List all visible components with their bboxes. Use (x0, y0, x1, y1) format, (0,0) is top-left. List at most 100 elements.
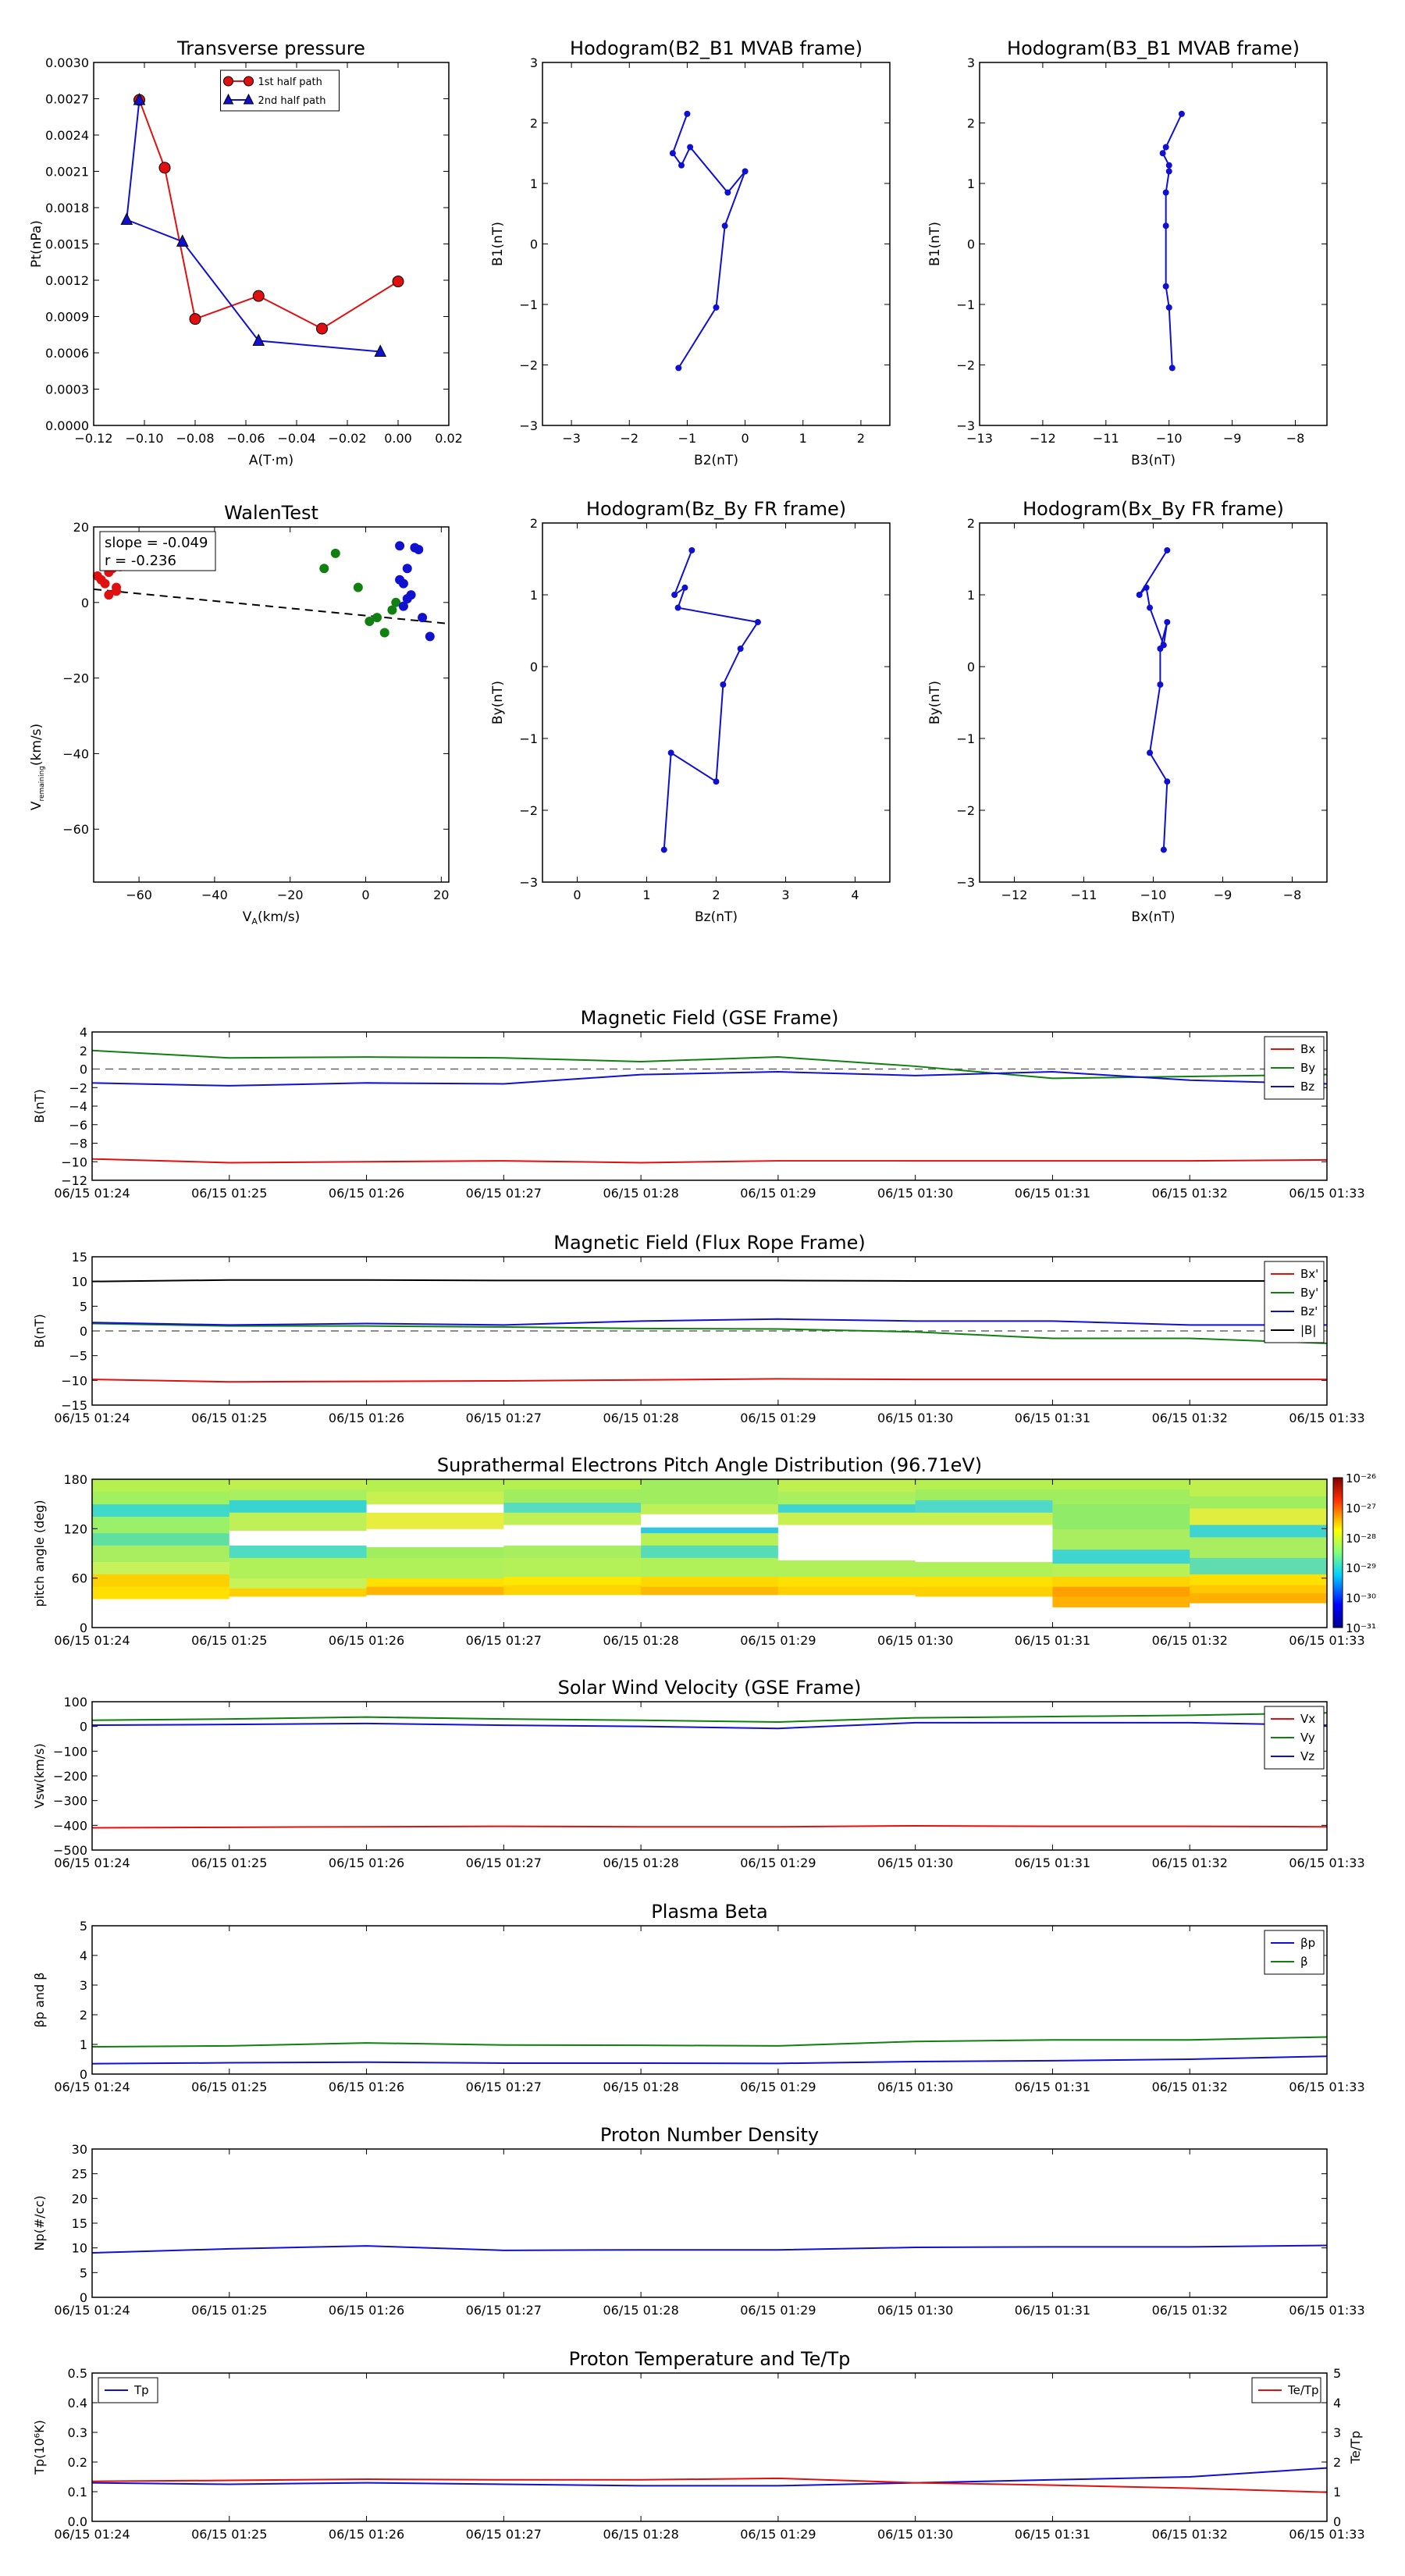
heatmap-cell (915, 1489, 1053, 1500)
data-point (1168, 365, 1176, 372)
y-tick-label: 2 (530, 516, 538, 531)
heatmap-cell (915, 1545, 1053, 1563)
x-tick-label: 06/15 01:31 (1015, 2303, 1090, 2318)
heatmap-cell (92, 1561, 230, 1574)
heatmap-cell (503, 1557, 642, 1578)
heatmap-cell (641, 1503, 779, 1514)
x-tick-label: 06/15 01:28 (603, 1186, 678, 1201)
x-tick-label: 4 (851, 888, 859, 902)
x-tick-label: 06/15 01:28 (603, 2527, 678, 2542)
annotation-text: slope = -0.049 (105, 535, 208, 551)
y-tick-label-right: 2 (1333, 2455, 1341, 2470)
annotation-text: r = -0.236 (105, 553, 176, 569)
series-line-Vy (91, 1712, 1328, 1723)
heatmap-cell (777, 1545, 916, 1560)
heatmap-cell (503, 1585, 642, 1596)
legend-marker (244, 76, 254, 87)
y-tick-label: 2 (80, 1044, 87, 1059)
y-tick-label: 0.0006 (45, 346, 89, 361)
heatmap-cell (641, 1545, 779, 1558)
legend-label: Bz' (1300, 1304, 1318, 1318)
chart-bfr: Magnetic Field (Flux Rope Frame) −15 −10 −5… (32, 1232, 1365, 1425)
y-tick-label-right: 1 (1333, 2485, 1341, 2500)
data-point (721, 222, 728, 229)
x-tick-label: 06/15 01:32 (1152, 1186, 1228, 1201)
x-tick-label: 06/15 01:28 (603, 2303, 678, 2318)
heatmap-cell (1052, 1576, 1190, 1587)
x-tick-label: 06/15 01:33 (1289, 1633, 1364, 1648)
x-tick-label: −20 (277, 888, 304, 902)
y-tick-label: 0 (80, 2290, 87, 2305)
x-tick-label: −11 (1093, 431, 1119, 446)
y-axis-label-right: Te/Tp (1348, 2431, 1363, 2464)
heatmap-cell (92, 1599, 230, 1628)
fit-line (93, 588, 450, 624)
data-point (1147, 604, 1154, 611)
legend-marker (243, 93, 254, 105)
y-tick-label: 0.0018 (45, 201, 89, 215)
plot-frame (91, 2372, 1328, 2522)
x-tick-label: 06/15 01:31 (1015, 2527, 1090, 2542)
y-tick-label: 4 (80, 1948, 87, 1963)
y-tick-label: 5 (80, 1299, 87, 1314)
x-tick-label: 06/15 01:24 (54, 1856, 130, 1870)
heatmap-cell (641, 1586, 779, 1596)
x-tick-label: 06/15 01:25 (191, 1411, 267, 1425)
series-line-Bz (91, 1071, 1328, 1087)
series-line-Bz' (91, 1318, 1327, 1326)
x-tick-label: 06/15 01:30 (877, 1856, 953, 1870)
series-line-|B| (91, 1279, 1327, 1283)
heatmap-cell (366, 1578, 504, 1587)
chart-pad: Suprathermal Electrons Pitch Angle Distr… (32, 1454, 1376, 1648)
y-tick-label: −100 (53, 1744, 87, 1759)
data-point (1136, 592, 1143, 598)
y-axis-label: B1(nT) (490, 222, 506, 266)
y-tick-label: 1 (530, 588, 538, 603)
data-point (252, 333, 265, 346)
heatmap-cell (915, 1576, 1053, 1587)
heatmap-cell (503, 1594, 642, 1628)
data-point (1160, 846, 1167, 853)
heatmap-cell (777, 1586, 916, 1596)
heatmap-cell (915, 1596, 1053, 1628)
y-tick-label: −200 (53, 1769, 87, 1784)
y-tick-label: −3 (956, 875, 975, 890)
heatmap-cell (366, 1503, 504, 1513)
x-tick-label: 06/15 01:27 (466, 1856, 542, 1870)
data-point (1165, 168, 1172, 175)
heatmap-cell (503, 1479, 642, 1490)
data-point (1162, 189, 1169, 196)
data-point (353, 582, 363, 592)
x-tick-label: 06/15 01:32 (1152, 2527, 1228, 2542)
x-tick-label: 06/15 01:25 (191, 2080, 267, 2094)
x-tick-label: 06/15 01:31 (1015, 1411, 1090, 1425)
y-tick-label: 0.0024 (45, 128, 89, 143)
data-point (724, 189, 731, 196)
x-tick-label: 06/15 01:30 (877, 1186, 953, 1201)
heatmap-cell (366, 1546, 504, 1558)
colorbar-tick-label: 10⁻³⁰ (1346, 1592, 1376, 1606)
y-axis-label: B(nT) (32, 1314, 47, 1347)
heatmap-cell (1052, 1549, 1190, 1564)
x-tick-label: 0 (573, 888, 581, 902)
chart-title: Solar Wind Velocity (GSE Frame) (558, 1677, 862, 1699)
series-line-By' (91, 1322, 1328, 1344)
y-tick-label: −2 (956, 803, 975, 818)
data-point (669, 150, 676, 157)
heatmap-cell (1190, 1557, 1328, 1574)
chart-np: Proton Number Density 0 5 10 15 20 25 30 06/15 0… (32, 2124, 1365, 2318)
x-tick-label: −0.04 (277, 431, 315, 446)
heatmap-cell (366, 1594, 504, 1628)
y-tick-label: −8 (69, 1137, 87, 1151)
heatmap-cell (92, 1491, 230, 1505)
data-point (674, 604, 681, 611)
x-tick-label: 06/15 01:26 (329, 1856, 404, 1870)
data-point (387, 605, 397, 615)
heatmap-cell (366, 1479, 504, 1493)
heatmap-cell (92, 1516, 230, 1534)
data-point (402, 564, 412, 574)
legend-box (220, 69, 340, 112)
y-tick-label-right: 3 (1333, 2425, 1341, 2440)
legend-label: By' (1300, 1286, 1318, 1300)
y-tick-label-right: 5 (1333, 2366, 1341, 2381)
